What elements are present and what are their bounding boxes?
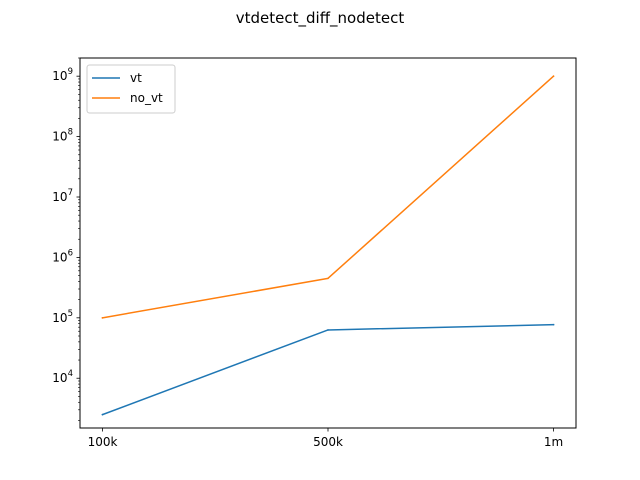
y-tick-label: 106 <box>52 248 73 264</box>
data-point-vt <box>101 413 104 416</box>
data-point-no-vt <box>101 317 104 319</box>
x-tick-label: 500k <box>313 435 343 449</box>
y-tick-label: 105 <box>52 309 73 325</box>
legend-box <box>86 64 176 114</box>
x-tick-label: 1m <box>544 435 563 449</box>
series-layer <box>101 75 555 416</box>
y-tick-label: 104 <box>52 369 73 385</box>
chart-title: vtdetect_diff_nodetect <box>236 9 405 28</box>
legend: vt no_vt <box>86 64 176 114</box>
y-tick-label: 108 <box>52 128 73 144</box>
data-point-no-vt <box>327 277 329 280</box>
data-point-vt <box>327 329 329 331</box>
data-point-no-vt <box>552 75 555 77</box>
data-point-vt <box>552 323 555 326</box>
x-axis: 100k 500k 1m <box>88 428 563 449</box>
legend-label: no_vt <box>130 91 163 105</box>
legend-label: vt <box>130 71 142 85</box>
y-tick-label: 107 <box>52 188 73 204</box>
y-tick-label: 109 <box>52 67 73 83</box>
y-axis: 104 105 106 107 108 109 <box>52 57 80 421</box>
x-tick-label: 100k <box>88 435 118 449</box>
